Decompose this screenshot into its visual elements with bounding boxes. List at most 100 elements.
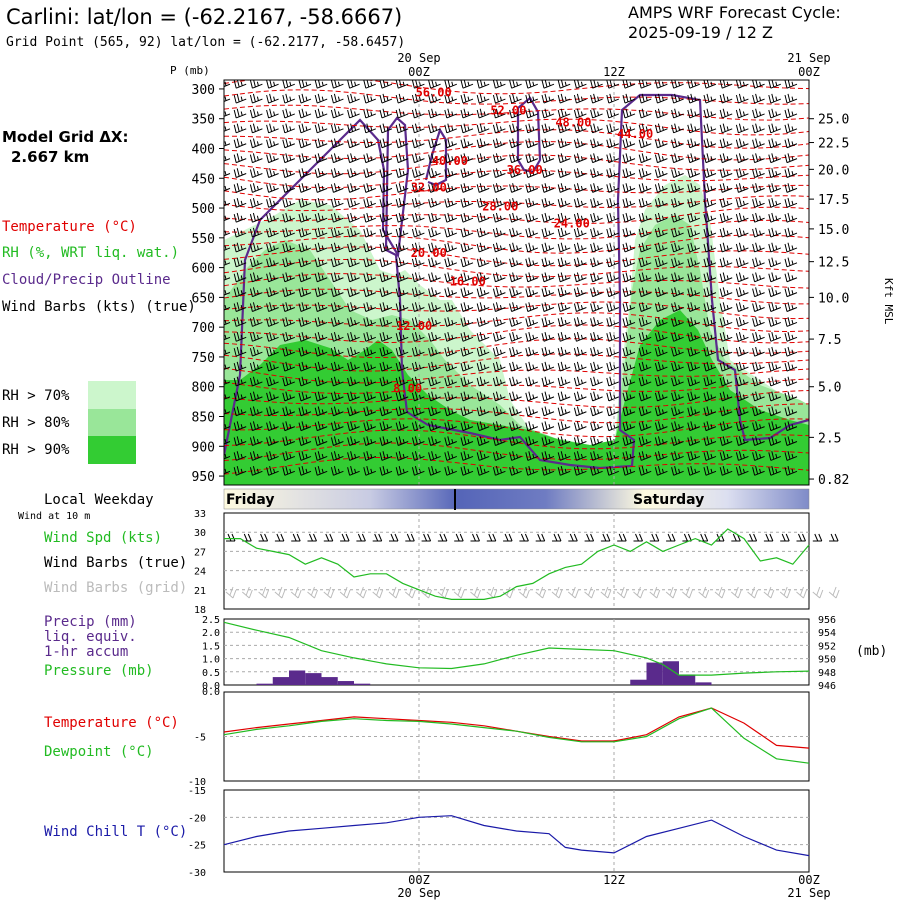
- wind-barb: [525, 317, 538, 327]
- wind-barb: [703, 93, 717, 104]
- wind-barb: [606, 465, 619, 476]
- wind-barb: [687, 406, 700, 417]
- wind-barb: [557, 257, 571, 268]
- wind-barb: [314, 287, 328, 298]
- wind-barb: [298, 168, 312, 178]
- wind-barb: [444, 153, 457, 164]
- wind-barb: [249, 331, 263, 342]
- wind-barb: [509, 317, 522, 327]
- wind-barb: [314, 465, 328, 476]
- true-wind-barb: [421, 533, 432, 542]
- wind-barb: [622, 406, 636, 417]
- wind-barb: [541, 108, 555, 119]
- wind-barb: [573, 93, 587, 104]
- wind-barb: [411, 227, 425, 238]
- wind-barb: [606, 346, 619, 357]
- wind-barb: [541, 212, 555, 223]
- wind-barb: [224, 275, 231, 281]
- wind-barb: [492, 317, 506, 327]
- wind-barb: [492, 346, 506, 357]
- wind-barb: [687, 272, 700, 283]
- wind-barb: [476, 436, 490, 446]
- wind-barb: [444, 197, 457, 208]
- wind-barb: [638, 183, 652, 193]
- wind-barb: [622, 93, 636, 104]
- wind-barb: [282, 465, 295, 476]
- wind-barb: [428, 287, 441, 298]
- wind-barb: [233, 451, 247, 461]
- wind-barb: [719, 272, 733, 283]
- wind-barb: [784, 346, 798, 357]
- wind-barb: [282, 257, 295, 268]
- temperature-contour: [224, 456, 809, 475]
- wind-barb: [249, 421, 263, 432]
- wind-barb: [654, 421, 668, 432]
- wind-speed-line: [224, 528, 810, 600]
- wind-barb: [606, 138, 619, 149]
- wind-barb: [590, 242, 603, 253]
- wind-barb: [224, 379, 231, 385]
- wind-barb: [298, 346, 312, 357]
- precip-tick: 2.0: [202, 628, 220, 639]
- wind-barb: [590, 391, 603, 402]
- wind-barb: [654, 331, 668, 342]
- wind-barb: [509, 361, 522, 372]
- wind-barb: [379, 123, 393, 134]
- wind-barb: [768, 436, 781, 446]
- wind-barb: [735, 123, 749, 134]
- wind-barb: [411, 287, 425, 298]
- pressure-axis-title: P (mb): [170, 64, 210, 77]
- wind-barb: [330, 183, 344, 193]
- pressure-tick: 800: [192, 381, 215, 396]
- wind-barb: [606, 406, 619, 417]
- wind-barb: [768, 331, 781, 342]
- wind-barb: [509, 287, 522, 298]
- wind-barb: [460, 317, 474, 327]
- wind-barb: [460, 465, 474, 476]
- precip-legend-liq: liq. equiv.: [44, 629, 137, 645]
- wind-barb: [233, 108, 247, 119]
- wind-barb: [249, 168, 263, 178]
- wind-barb: [363, 317, 376, 327]
- pressure-tick: 300: [192, 83, 215, 98]
- temperature-contour: [224, 234, 809, 254]
- wind-barb: [444, 138, 457, 149]
- wind-barb: [784, 302, 798, 312]
- wind-barb: [703, 257, 717, 268]
- wind-barb: [330, 153, 344, 164]
- pressure-tick: 350: [192, 113, 215, 128]
- wind-barb: [557, 153, 571, 164]
- wind-barb: [314, 123, 328, 134]
- wind-barb: [784, 183, 798, 193]
- wind-barb: [444, 406, 457, 417]
- wind-barb: [671, 436, 684, 446]
- wind-barb: [687, 123, 700, 134]
- wind-barb: [654, 451, 668, 461]
- wind-barb: [638, 361, 652, 372]
- wind-barb: [330, 272, 344, 283]
- temperature-line: [223, 707, 810, 749]
- wind-barb: [784, 257, 798, 268]
- wind-barb: [233, 168, 247, 178]
- wind-barb: [768, 242, 781, 253]
- kft-axis-title: Kft MSL: [882, 278, 895, 325]
- wind-barb: [590, 272, 603, 283]
- wind-barb: [428, 168, 441, 178]
- wind-barb: [249, 465, 263, 476]
- wind-barb: [282, 80, 295, 89]
- grid-wind-barb: [307, 586, 318, 599]
- wind-barb: [573, 287, 587, 298]
- true-wind-barb: [226, 533, 236, 542]
- wind-barb: [687, 421, 700, 432]
- wind-barb: [719, 242, 733, 253]
- bottom-time-tick: 00Z: [408, 873, 430, 887]
- wind-barb: [444, 183, 457, 193]
- wind-barb: [298, 80, 312, 89]
- wind-barb: [606, 436, 619, 446]
- rh90-key: RH > 90%: [2, 442, 70, 458]
- temperature-contour-label: 24.00: [554, 217, 590, 231]
- wind-barb: [282, 361, 295, 372]
- wind-barb: [573, 361, 587, 372]
- wind-barb: [379, 257, 393, 268]
- kft-tick: 22.5: [818, 137, 849, 152]
